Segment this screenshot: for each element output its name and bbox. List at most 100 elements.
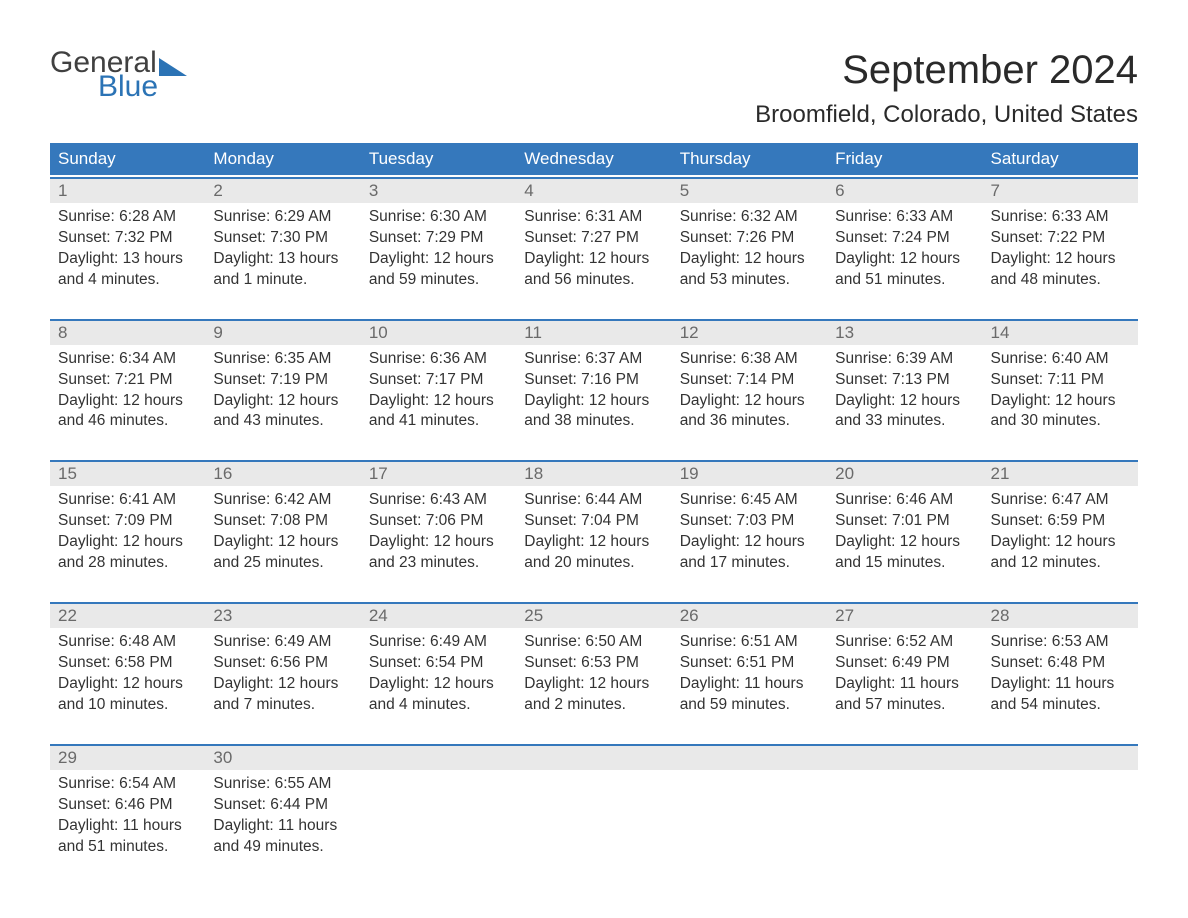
day-data-row: Sunrise: 6:41 AMSunset: 7:09 PMDaylight:… [50, 486, 1138, 578]
daylight-text-line2: and 28 minutes. [58, 553, 197, 574]
weekday-header: Sunday [50, 143, 205, 175]
day-number [983, 746, 1138, 770]
daylight-text-line2: and 30 minutes. [991, 411, 1130, 432]
day-number: 6 [827, 179, 982, 203]
day-cell: Sunrise: 6:28 AMSunset: 7:32 PMDaylight:… [50, 203, 205, 295]
day-number: 15 [50, 462, 205, 486]
daylight-text-line2: and 54 minutes. [991, 695, 1130, 716]
sunrise-text: Sunrise: 6:49 AM [213, 632, 352, 653]
daylight-text-line2: and 23 minutes. [369, 553, 508, 574]
daylight-text-line1: Daylight: 11 hours [991, 674, 1130, 695]
day-cell: Sunrise: 6:52 AMSunset: 6:49 PMDaylight:… [827, 628, 982, 720]
daylight-text-line1: Daylight: 12 hours [524, 674, 663, 695]
day-number: 30 [205, 746, 360, 770]
month-title: September 2024 [755, 48, 1138, 93]
sunset-text: Sunset: 7:17 PM [369, 370, 508, 391]
day-number: 12 [672, 321, 827, 345]
daylight-text-line2: and 43 minutes. [213, 411, 352, 432]
daylight-text-line1: Daylight: 12 hours [58, 674, 197, 695]
day-cell: Sunrise: 6:49 AMSunset: 6:54 PMDaylight:… [361, 628, 516, 720]
day-cell: Sunrise: 6:37 AMSunset: 7:16 PMDaylight:… [516, 345, 671, 437]
daylight-text-line1: Daylight: 12 hours [991, 249, 1130, 270]
sunrise-text: Sunrise: 6:50 AM [524, 632, 663, 653]
sunrise-text: Sunrise: 6:55 AM [213, 774, 352, 795]
sunrise-text: Sunrise: 6:37 AM [524, 349, 663, 370]
daylight-text-line1: Daylight: 12 hours [213, 674, 352, 695]
sunrise-text: Sunrise: 6:33 AM [991, 207, 1130, 228]
day-number [827, 746, 982, 770]
daylight-text-line2: and 59 minutes. [680, 695, 819, 716]
sunset-text: Sunset: 7:32 PM [58, 228, 197, 249]
day-cell: Sunrise: 6:43 AMSunset: 7:06 PMDaylight:… [361, 486, 516, 578]
day-number: 2 [205, 179, 360, 203]
sunset-text: Sunset: 6:56 PM [213, 653, 352, 674]
daylight-text-line2: and 20 minutes. [524, 553, 663, 574]
daylight-text-line2: and 2 minutes. [524, 695, 663, 716]
calendar-week: 15161718192021Sunrise: 6:41 AMSunset: 7:… [50, 460, 1138, 578]
daylight-text-line2: and 48 minutes. [991, 270, 1130, 291]
logo-text-blue: Blue [98, 72, 187, 102]
sunset-text: Sunset: 6:58 PM [58, 653, 197, 674]
sunset-text: Sunset: 6:46 PM [58, 795, 197, 816]
weekday-header: Monday [205, 143, 360, 175]
day-cell: Sunrise: 6:54 AMSunset: 6:46 PMDaylight:… [50, 770, 205, 862]
sunset-text: Sunset: 7:14 PM [680, 370, 819, 391]
daylight-text-line2: and 1 minute. [213, 270, 352, 291]
daylight-text-line2: and 7 minutes. [213, 695, 352, 716]
day-number: 21 [983, 462, 1138, 486]
weekday-header: Friday [827, 143, 982, 175]
daylight-text-line2: and 41 minutes. [369, 411, 508, 432]
sunset-text: Sunset: 6:59 PM [991, 511, 1130, 532]
sunrise-text: Sunrise: 6:42 AM [213, 490, 352, 511]
daylight-text-line1: Daylight: 12 hours [991, 391, 1130, 412]
daylight-text-line1: Daylight: 11 hours [213, 816, 352, 837]
sunrise-text: Sunrise: 6:46 AM [835, 490, 974, 511]
daylight-text-line2: and 25 minutes. [213, 553, 352, 574]
sunrise-text: Sunrise: 6:44 AM [524, 490, 663, 511]
sunset-text: Sunset: 7:21 PM [58, 370, 197, 391]
day-cell: Sunrise: 6:39 AMSunset: 7:13 PMDaylight:… [827, 345, 982, 437]
daylight-text-line1: Daylight: 12 hours [58, 391, 197, 412]
day-number: 14 [983, 321, 1138, 345]
calendar-week: 2930 Sunrise: 6:54 AMSunset: 6:46 PMDayl… [50, 744, 1138, 862]
sunrise-text: Sunrise: 6:48 AM [58, 632, 197, 653]
day-cell: Sunrise: 6:36 AMSunset: 7:17 PMDaylight:… [361, 345, 516, 437]
daylight-text-line1: Daylight: 12 hours [680, 249, 819, 270]
sunset-text: Sunset: 7:01 PM [835, 511, 974, 532]
sunset-text: Sunset: 6:48 PM [991, 653, 1130, 674]
daylight-text-line2: and 36 minutes. [680, 411, 819, 432]
sunset-text: Sunset: 7:13 PM [835, 370, 974, 391]
day-number: 11 [516, 321, 671, 345]
day-number: 29 [50, 746, 205, 770]
daylight-text-line1: Daylight: 12 hours [369, 532, 508, 553]
day-number-row: 1234567 [50, 179, 1138, 203]
day-cell: Sunrise: 6:42 AMSunset: 7:08 PMDaylight:… [205, 486, 360, 578]
day-cell: Sunrise: 6:40 AMSunset: 7:11 PMDaylight:… [983, 345, 1138, 437]
calendar-week: 891011121314Sunrise: 6:34 AMSunset: 7:21… [50, 319, 1138, 437]
sunset-text: Sunset: 6:44 PM [213, 795, 352, 816]
sunset-text: Sunset: 6:54 PM [369, 653, 508, 674]
day-number: 19 [672, 462, 827, 486]
daylight-text-line1: Daylight: 12 hours [524, 532, 663, 553]
sunset-text: Sunset: 7:06 PM [369, 511, 508, 532]
location-subtitle: Broomfield, Colorado, United States [755, 101, 1138, 129]
weekday-header: Saturday [983, 143, 1138, 175]
day-cell: Sunrise: 6:30 AMSunset: 7:29 PMDaylight:… [361, 203, 516, 295]
sunset-text: Sunset: 7:08 PM [213, 511, 352, 532]
page-header: General Blue September 2024 Broomfield, … [50, 48, 1138, 129]
daylight-text-line1: Daylight: 12 hours [58, 532, 197, 553]
weekday-header: Thursday [672, 143, 827, 175]
sunrise-text: Sunrise: 6:33 AM [835, 207, 974, 228]
daylight-text-line2: and 10 minutes. [58, 695, 197, 716]
daylight-text-line2: and 38 minutes. [524, 411, 663, 432]
daylight-text-line1: Daylight: 12 hours [213, 391, 352, 412]
day-number: 28 [983, 604, 1138, 628]
sunrise-text: Sunrise: 6:29 AM [213, 207, 352, 228]
sunrise-text: Sunrise: 6:40 AM [991, 349, 1130, 370]
day-number: 17 [361, 462, 516, 486]
daylight-text-line1: Daylight: 12 hours [369, 674, 508, 695]
day-cell: Sunrise: 6:55 AMSunset: 6:44 PMDaylight:… [205, 770, 360, 862]
sunset-text: Sunset: 7:16 PM [524, 370, 663, 391]
daylight-text-line1: Daylight: 11 hours [680, 674, 819, 695]
weekday-header-row: Sunday Monday Tuesday Wednesday Thursday… [50, 143, 1138, 175]
